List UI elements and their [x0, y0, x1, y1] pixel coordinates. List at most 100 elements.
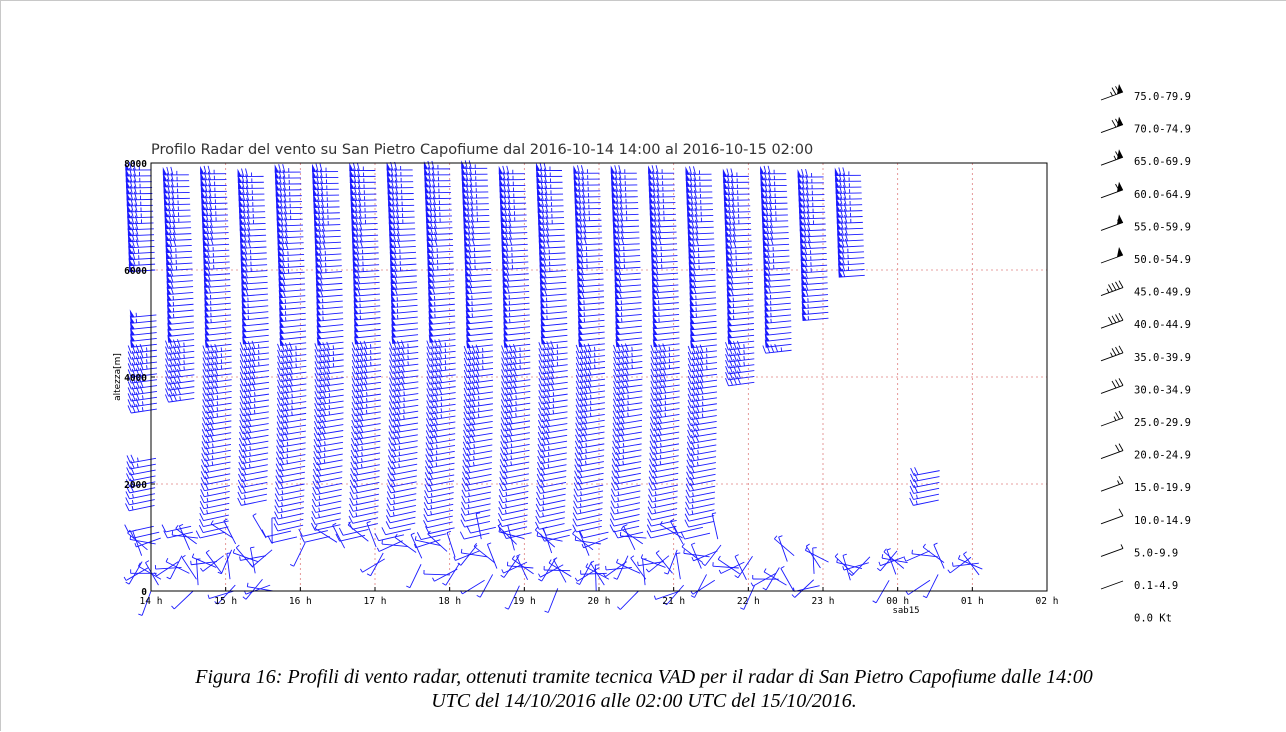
barb-half-flag [137, 464, 138, 468]
barb-half-flag [124, 577, 126, 580]
wind-barb [124, 567, 149, 580]
barb-half-flag [684, 549, 685, 553]
barb-half-flag [477, 595, 481, 597]
barb-flag [126, 497, 130, 504]
barb-half-flag [665, 407, 666, 411]
barb-half-flag [172, 606, 175, 609]
barb-pennant [130, 309, 135, 317]
barb-half-flag [478, 414, 479, 418]
barb-half-flag [366, 404, 367, 408]
barb-half-flag [676, 553, 680, 554]
barb-half-flag [142, 401, 143, 405]
barb-half-flag [135, 543, 136, 547]
barb-half-flag [665, 401, 666, 405]
barb-half-flag [254, 398, 255, 402]
barb-half-flag [628, 413, 629, 417]
barb-half-flag [180, 396, 181, 400]
barb-half-flag [483, 366, 484, 370]
barb-half-flag [329, 411, 330, 415]
barb-half-flag [292, 412, 293, 416]
barb-half-flag [553, 398, 554, 402]
barb-half-flag [702, 414, 703, 418]
barb-half-flag [478, 402, 479, 406]
barb-flag [125, 503, 129, 510]
barb-half-flag [617, 607, 620, 610]
barb-half-flag [404, 398, 405, 402]
barb-half-flag [516, 395, 517, 399]
barb-half-flag [590, 407, 591, 411]
barb-shaft [128, 526, 153, 532]
barb-shaft [201, 203, 227, 204]
barb-half-flag [478, 408, 479, 412]
barb-half-flag [138, 458, 139, 462]
wind-barb [126, 174, 152, 182]
barb-half-flag [505, 608, 509, 610]
barb-half-flag [665, 413, 666, 417]
barb-half-flag [638, 562, 639, 566]
barb-half-flag [142, 407, 143, 411]
wind-barb [126, 186, 152, 194]
barb-half-flag [516, 407, 517, 411]
barb-half-flag [441, 414, 442, 418]
barb-half-flag [221, 365, 222, 369]
barb-half-flag [591, 395, 592, 399]
barb-half-flag [441, 396, 442, 400]
barb-half-flag [292, 400, 293, 404]
barb-half-flag [145, 561, 148, 563]
barb-shaft [388, 199, 414, 200]
wind-barb [545, 588, 558, 612]
barb-shaft [500, 203, 526, 204]
barb-half-flag [590, 401, 591, 405]
barb-half-flag [208, 595, 209, 599]
barb-shaft [164, 198, 190, 199]
barb-half-flag [254, 404, 255, 408]
barb-half-flag [691, 596, 695, 598]
barb-half-flag [553, 404, 554, 408]
barb-shaft [548, 588, 558, 612]
barb-half-flag [404, 403, 405, 407]
barb-half-flag [130, 535, 131, 539]
barb-half-flag [132, 506, 133, 510]
barb-half-flag [665, 395, 666, 399]
barb-half-flag [329, 405, 330, 409]
barb-half-flag [254, 410, 255, 414]
barb-half-flag [445, 366, 446, 370]
barb-half-flag [628, 401, 629, 405]
barb-half-flag [628, 395, 629, 399]
barb-half-flag [133, 494, 134, 498]
barb-half-flag [516, 401, 517, 405]
wind-barb [126, 180, 152, 188]
barb-half-flag [147, 365, 148, 369]
barb-half-flag [366, 398, 367, 402]
wind-barb [617, 591, 638, 610]
barb-shaft [620, 591, 638, 610]
barb-half-flag [590, 413, 591, 417]
barb-half-flag [575, 536, 576, 540]
barb-half-flag [217, 395, 218, 399]
barb-shaft [127, 199, 153, 200]
wind-barb [127, 198, 153, 206]
barb-half-flag [329, 399, 330, 403]
barb-half-flag [138, 614, 142, 615]
barb-half-flag [184, 366, 185, 370]
barb-half-flag [628, 407, 629, 411]
barb-half-flag [217, 401, 218, 405]
barb-half-flag [255, 392, 256, 396]
barb-half-flag [545, 611, 549, 612]
barb-half-flag [292, 394, 293, 398]
barb-half-flag [516, 413, 517, 417]
barb-half-flag [404, 392, 405, 396]
barb-flag [125, 525, 129, 532]
barb-half-flag [702, 408, 703, 412]
wind-barb [126, 192, 152, 200]
barb-half-flag [217, 413, 218, 417]
barb-half-flag [243, 597, 246, 600]
barb-half-flag [461, 549, 462, 553]
barb-half-flag [553, 392, 554, 396]
barb-shaft [174, 591, 193, 609]
wind-barb [133, 530, 142, 556]
barb-half-flag [126, 582, 129, 584]
barb-half-flag [404, 409, 405, 413]
barb-half-flag [553, 410, 554, 414]
